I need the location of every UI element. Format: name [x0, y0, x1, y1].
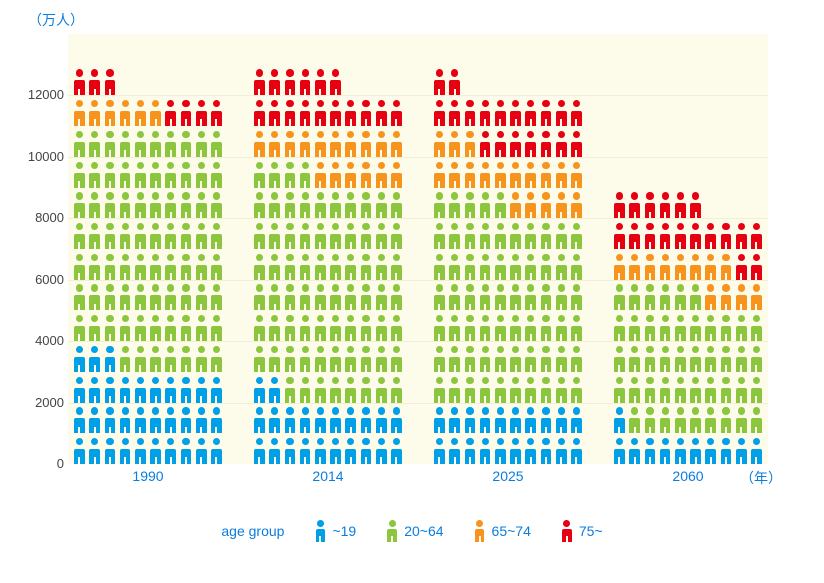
year-column: [73, 65, 223, 464]
icon-row: [433, 157, 583, 188]
icon-row: [433, 65, 583, 96]
icon-row: [433, 95, 583, 126]
icon-row: [613, 433, 763, 464]
icon-row: [73, 126, 223, 157]
legend-label: 65~74: [492, 523, 531, 539]
icon-row: [73, 341, 223, 372]
icon-row: [73, 249, 223, 280]
icon-row: [433, 126, 583, 157]
y-tick-label: 4000: [20, 333, 64, 348]
x-tick-label: 2060: [613, 468, 763, 484]
x-tick-label: 2014: [253, 468, 403, 484]
legend-label: ~19: [332, 523, 356, 539]
icon-row: [433, 188, 583, 219]
x-tick-label: 2025: [433, 468, 583, 484]
icon-row: [613, 310, 763, 341]
icon-row: [433, 403, 583, 434]
icon-row: [73, 403, 223, 434]
icon-row: [613, 218, 763, 249]
icon-row: [73, 280, 223, 311]
person-icon: [474, 520, 486, 542]
y-axis-title: （万人）: [28, 10, 84, 30]
legend: age group ~19 20~64 65~74 75~: [0, 520, 824, 542]
chart-container: （万人） （年） age group ~1920~6465~7475~ 0200…: [0, 0, 824, 583]
y-tick-label: 8000: [20, 210, 64, 225]
icon-row: [433, 249, 583, 280]
x-tick-label: 1990: [73, 468, 223, 484]
icon-row: [73, 65, 223, 96]
legend-label: 20~64: [404, 523, 443, 539]
y-tick-label: 10000: [20, 149, 64, 164]
legend-item: 65~74: [474, 520, 531, 542]
person-icon: [386, 520, 398, 542]
icon-row: [73, 95, 223, 126]
icon-row: [613, 249, 763, 280]
icon-row: [253, 218, 403, 249]
icon-row: [73, 157, 223, 188]
y-tick-label: 12000: [20, 87, 64, 102]
icon-row: [253, 188, 403, 219]
icon-row: [433, 218, 583, 249]
icon-row: [253, 95, 403, 126]
y-tick-label: 2000: [20, 395, 64, 410]
icon-row: [253, 310, 403, 341]
legend-item: 20~64: [386, 520, 443, 542]
legend-item: 75~: [561, 520, 603, 542]
legend-item: ~19: [314, 520, 356, 542]
icon-row: [613, 403, 763, 434]
icon-row: [73, 188, 223, 219]
icon-row: [433, 433, 583, 464]
icon-row: [253, 341, 403, 372]
y-tick-label: 6000: [20, 272, 64, 287]
legend-label: 75~: [579, 523, 603, 539]
icon-row: [253, 157, 403, 188]
legend-title: age group: [221, 523, 284, 539]
icon-row: [253, 403, 403, 434]
year-column: [613, 188, 763, 464]
icon-row: [253, 372, 403, 403]
icon-row: [253, 249, 403, 280]
icon-row: [433, 310, 583, 341]
icon-row: [433, 372, 583, 403]
plot-area: [68, 34, 768, 464]
icon-row: [253, 126, 403, 157]
icon-row: [73, 372, 223, 403]
icon-row: [433, 341, 583, 372]
icon-row: [253, 433, 403, 464]
y-tick-label: 0: [20, 456, 64, 471]
year-column: [433, 65, 583, 464]
icon-row: [613, 372, 763, 403]
icon-row: [73, 310, 223, 341]
icon-row: [613, 188, 763, 219]
icon-row: [433, 280, 583, 311]
person-icon: [314, 520, 326, 542]
icon-row: [253, 65, 403, 96]
icon-row: [73, 433, 223, 464]
icon-row: [613, 280, 763, 311]
person-icon: [561, 520, 573, 542]
icon-row: [73, 218, 223, 249]
icon-row: [613, 341, 763, 372]
year-column: [253, 65, 403, 464]
icon-row: [253, 280, 403, 311]
